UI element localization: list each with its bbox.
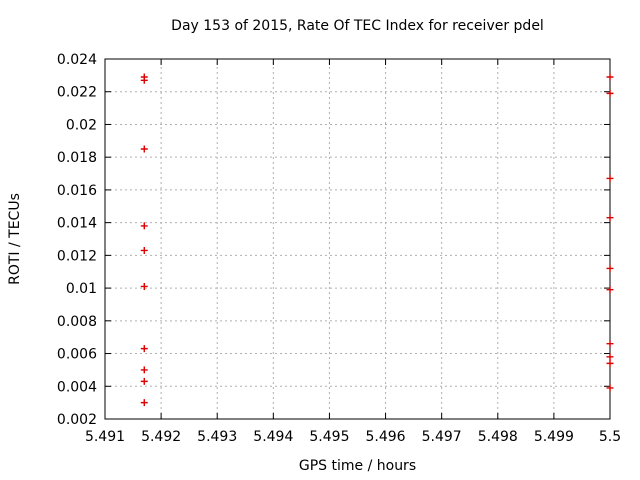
data-point-marker — [140, 345, 148, 353]
y-tick-label: 0.006 — [57, 347, 97, 363]
data-point-marker — [606, 89, 614, 97]
data-point-marker — [606, 340, 614, 348]
x-tick-label: 5.498 — [478, 429, 518, 445]
chart-title: Day 153 of 2015, Rate Of TEC Index for r… — [171, 18, 544, 34]
x-tick-label: 5.499 — [534, 429, 574, 445]
x-tick-label: 5.494 — [253, 429, 293, 445]
y-tick-label: 0.01 — [66, 281, 97, 297]
y-tick-label: 0.022 — [57, 85, 97, 101]
x-tick-label: 5.496 — [366, 429, 406, 445]
data-point-marker — [606, 384, 614, 392]
y-tick-label: 0.008 — [57, 314, 97, 330]
y-tick-label: 0.012 — [57, 248, 97, 264]
y-axis-label: ROTI / TECUs — [7, 193, 23, 285]
y-tick-label: 0.004 — [57, 379, 97, 395]
data-point-marker — [140, 246, 148, 254]
y-tick-label: 0.024 — [57, 52, 97, 68]
y-tick-label: 0.016 — [57, 183, 97, 199]
data-point-marker — [140, 76, 148, 84]
x-tick-label: 5.491 — [85, 429, 125, 445]
y-tick-label: 0.018 — [57, 150, 97, 166]
data-point-marker — [606, 286, 614, 294]
data-point-marker — [140, 282, 148, 290]
data-point-marker — [606, 174, 614, 182]
x-axis-label: GPS time / hours — [298, 458, 417, 474]
y-tick-label: 0.014 — [57, 216, 97, 232]
x-tick-label: 5.5 — [599, 429, 621, 445]
x-tick-label: 5.495 — [309, 429, 349, 445]
data-point-marker — [606, 214, 614, 222]
data-point-marker — [140, 145, 148, 153]
x-tick-label: 5.493 — [197, 429, 237, 445]
data-point-marker — [140, 366, 148, 374]
x-tick-label: 5.492 — [141, 429, 181, 445]
data-point-marker — [606, 353, 614, 361]
y-tick-label: 0.002 — [57, 412, 97, 428]
data-point-marker — [140, 222, 148, 230]
x-tick-label: 5.497 — [422, 429, 462, 445]
data-point-marker — [606, 264, 614, 272]
plot-border — [104, 58, 611, 420]
data-point-marker — [606, 359, 614, 367]
y-tick-label: 0.02 — [66, 117, 97, 133]
data-point-marker — [140, 377, 148, 385]
data-point-marker — [140, 399, 148, 407]
data-point-marker — [606, 73, 614, 81]
